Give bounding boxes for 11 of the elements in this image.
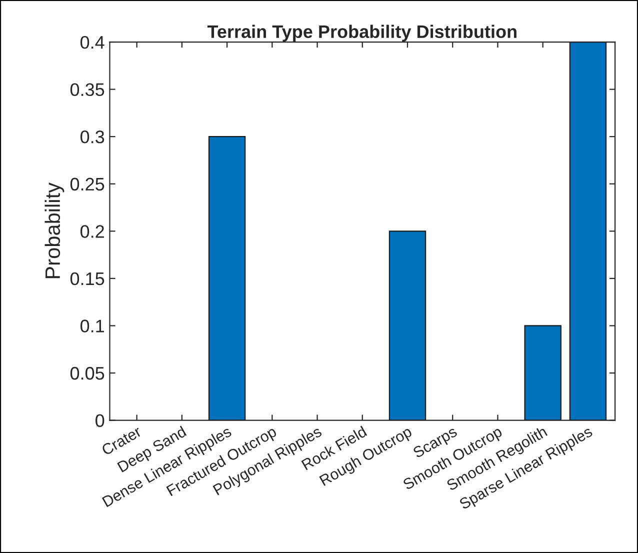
chart-title: Terrain Type Probability Distribution <box>207 24 516 42</box>
y-tick-label: 0.1 <box>80 320 104 332</box>
y-tick-label: 0.35 <box>70 83 104 96</box>
y-tick-label: 0.4 <box>80 36 104 49</box>
y-axis-title: Probability <box>44 182 64 278</box>
y-tick-label: 0.2 <box>80 225 104 238</box>
y-tick-label: 0.05 <box>70 366 104 380</box>
y-tick-label: 0.25 <box>70 178 104 191</box>
y-tick-label: 0 <box>96 414 104 427</box>
y-tick-label: 0.3 <box>80 130 104 144</box>
y-tick-label: 0.15 <box>70 272 104 286</box>
